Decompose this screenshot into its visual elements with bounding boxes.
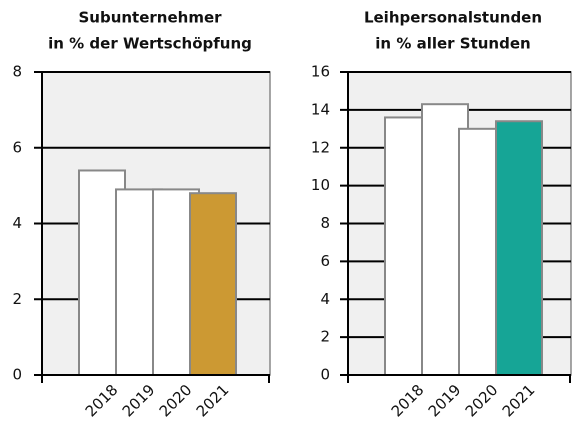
chart-title: in % der Wertschöpfung	[48, 35, 252, 53]
bar	[495, 120, 543, 376]
x-tick-label: 2019	[425, 381, 465, 421]
x-tick-label: 2018	[82, 381, 122, 421]
y-tick-label: 10	[311, 176, 330, 194]
y-tick-label: 12	[311, 138, 330, 156]
y-tick-label: 2	[12, 290, 22, 308]
x-tick-label: 2021	[193, 381, 233, 421]
y-tick-label: 14	[311, 100, 330, 118]
chart-title: Subunternehmer	[78, 9, 222, 27]
y-tick-label: 8	[12, 63, 22, 81]
chart-title: in % aller Stunden	[375, 35, 530, 53]
y-tick-label: 4	[12, 214, 22, 232]
chart-title: Leihpersonalstunden	[364, 9, 542, 27]
y-tick-label: 8	[320, 214, 330, 232]
x-tick-label: 2020	[156, 381, 196, 421]
y-tick-label: 16	[311, 63, 330, 81]
y-tick-label: 2	[320, 328, 330, 346]
y-tick-label: 6	[12, 138, 22, 156]
x-tick-label: 2020	[462, 381, 502, 421]
x-tick-label: 2018	[388, 381, 428, 421]
y-tick-label: 6	[320, 252, 330, 270]
bar	[189, 192, 237, 376]
x-tick-label: 2019	[119, 381, 159, 421]
y-tick-label: 4	[320, 290, 330, 308]
x-tick-label: 2021	[499, 381, 539, 421]
y-tick-label: 0	[12, 366, 22, 384]
y-tick-label: 0	[320, 366, 330, 384]
